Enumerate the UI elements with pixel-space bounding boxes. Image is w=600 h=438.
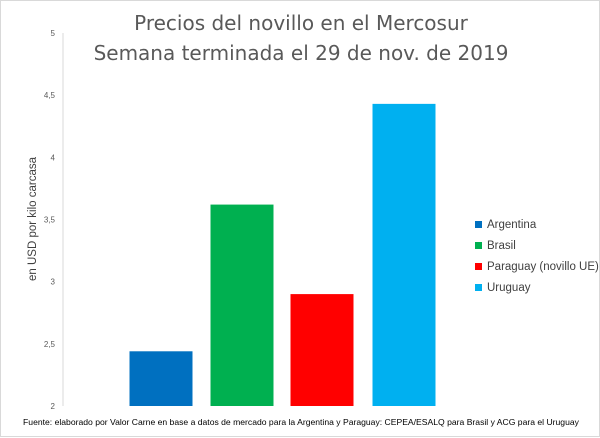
y-tick-label: 3 (51, 278, 56, 287)
chart-title: Precios del novillo en el Mercosur (134, 11, 468, 35)
legend-label-paraguay: Paraguay (novillo UE) (487, 260, 599, 273)
legend-item-brasil: Brasil (475, 235, 599, 256)
y-tick-label: 5 (51, 29, 56, 38)
bar-argentina (129, 351, 193, 406)
legend-item-uruguay: Uruguay (475, 277, 599, 298)
legend-label-uruguay: Uruguay (487, 281, 531, 294)
chart-subtitle: Semana terminada el 29 de nov. de 2019 (93, 41, 509, 65)
legend-swatch-uruguay (475, 284, 482, 291)
legend: Argentina Brasil Paraguay (novillo UE) U… (475, 214, 599, 298)
legend-swatch-paraguay (475, 263, 482, 270)
y-tick-label: 2,5 (44, 340, 56, 349)
legend-swatch-argentina (475, 221, 482, 228)
y-axis-label: en USD por kilo carcasa (27, 156, 39, 281)
legend-swatch-brasil (475, 242, 482, 249)
bar-paraguay (290, 294, 354, 406)
legend-label-argentina: Argentina (487, 218, 537, 231)
bar-brasil (210, 204, 274, 406)
y-tick-label: 3,5 (44, 216, 56, 225)
legend-item-paraguay: Paraguay (novillo UE) (475, 256, 599, 277)
y-tick-label: 4 (51, 153, 56, 162)
bar-uruguay (372, 103, 436, 407)
legend-label-brasil: Brasil (487, 239, 516, 252)
source-note: Fuente: elaborado por Valor Carne en bas… (23, 417, 579, 427)
legend-item-argentina: Argentina (475, 214, 599, 235)
y-tick-label: 2 (51, 402, 56, 411)
y-tick-label: 4,5 (44, 91, 56, 100)
